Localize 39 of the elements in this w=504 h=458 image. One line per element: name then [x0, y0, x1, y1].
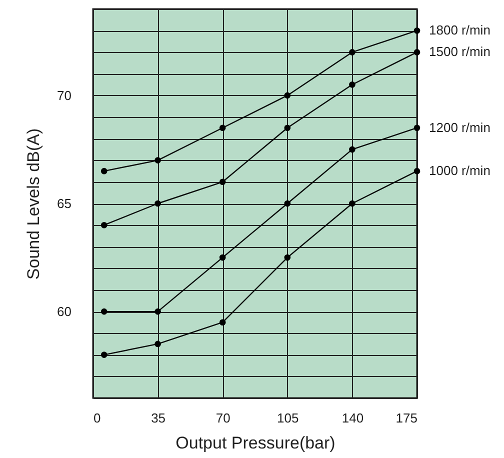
point [154, 308, 161, 315]
point [284, 254, 291, 261]
series-label: 1500 r/min [429, 44, 490, 60]
x-axis-title: Output Pressure(bar) [176, 434, 336, 452]
point [219, 254, 226, 261]
point [154, 340, 161, 348]
y-axis-title: Sound Levels dB(A) [24, 128, 44, 280]
y-tick-label: 65 [57, 196, 72, 211]
point [349, 81, 356, 88]
point [349, 49, 356, 56]
point [284, 200, 291, 207]
point [100, 308, 108, 315]
x-tick-label: 105 [277, 410, 299, 426]
x-tick-label: 35 [151, 410, 166, 426]
x-tick-label: 175 [396, 410, 418, 426]
point [100, 222, 108, 228]
series-label: 1000 r/min [429, 163, 490, 178]
point [154, 200, 161, 207]
point [100, 352, 108, 358]
series-label: 1200 r/min [429, 120, 490, 135]
point [100, 168, 108, 174]
point [414, 168, 420, 174]
point [219, 178, 226, 186]
x-tick-label: 0 [94, 410, 101, 426]
x-tick-label: 140 [342, 410, 364, 426]
x-tick-label: 70 [216, 410, 230, 426]
point [154, 157, 161, 164]
y-tick-label: 70 [57, 88, 72, 103]
point [414, 124, 420, 132]
y-tick-label: 60 [57, 304, 72, 320]
series-label: 1800 r/min [429, 22, 490, 38]
point [284, 92, 291, 99]
point [414, 27, 420, 34]
point [219, 319, 226, 326]
point [349, 200, 356, 207]
point [219, 124, 226, 132]
point [414, 49, 420, 56]
point [349, 146, 356, 153]
point [284, 124, 291, 132]
